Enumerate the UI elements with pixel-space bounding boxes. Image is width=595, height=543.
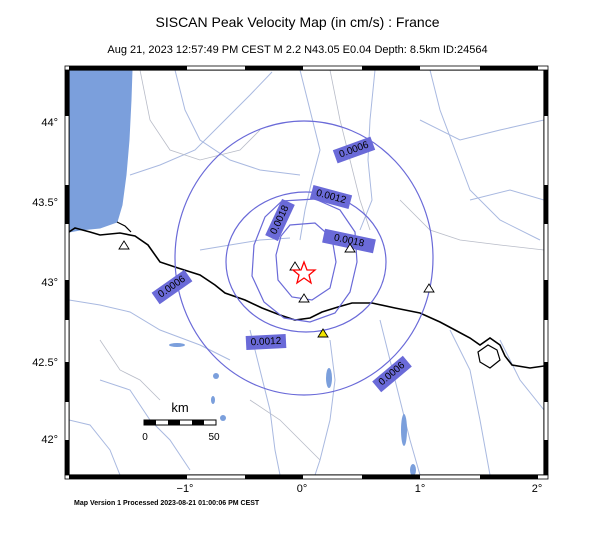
contour-0.0018 bbox=[251, 198, 358, 323]
country-border bbox=[69, 227, 544, 369]
star-icon bbox=[291, 260, 317, 285]
lake bbox=[169, 343, 185, 347]
lake bbox=[220, 415, 226, 421]
latitude-labels: 44° 43.5° 43° 42.5° 42° bbox=[32, 117, 58, 446]
lake bbox=[326, 368, 332, 388]
river bbox=[299, 70, 321, 241]
triangle-icon bbox=[423, 283, 435, 293]
river bbox=[174, 70, 301, 176]
scale-bar-end: 50 bbox=[208, 432, 220, 443]
contour-label-box bbox=[151, 269, 193, 305]
lon-label: 2° bbox=[532, 483, 543, 495]
map-title: SISCAN Peak Velocity Map (in cm/s) : Fra… bbox=[155, 14, 440, 30]
lon-label: 0° bbox=[297, 483, 308, 495]
scale-bar: km 0 50 bbox=[142, 400, 220, 443]
triangle-icon bbox=[317, 328, 329, 338]
lake bbox=[211, 396, 215, 404]
triangle-icon bbox=[298, 293, 310, 303]
ocean-area bbox=[69, 70, 133, 233]
triangle-icon bbox=[118, 240, 130, 250]
scale-bar-unit: km bbox=[171, 400, 188, 415]
triangle-icon bbox=[344, 243, 356, 253]
river bbox=[449, 329, 491, 475]
river bbox=[469, 189, 544, 201]
longitude-labels: −1° 0° 1° 2° bbox=[177, 483, 543, 495]
river bbox=[314, 339, 336, 475]
map-frame bbox=[64, 65, 549, 480]
contour-label-box bbox=[245, 333, 287, 351]
contour-lines bbox=[174, 120, 434, 396]
river bbox=[429, 70, 541, 241]
river bbox=[69, 299, 231, 361]
map-subtitle: Aug 21, 2023 12:57:49 PM CEST M 2.2 N43.… bbox=[107, 44, 488, 56]
contour-0.0006 bbox=[174, 120, 434, 396]
river bbox=[419, 119, 544, 141]
river bbox=[69, 419, 121, 475]
river bbox=[129, 71, 273, 176]
lon-label: 1° bbox=[415, 483, 426, 495]
lakes bbox=[169, 343, 416, 475]
lat-label: 43° bbox=[41, 277, 58, 289]
river bbox=[379, 319, 421, 475]
region-boundaries bbox=[99, 70, 544, 461]
lat-label: 42.5° bbox=[32, 357, 58, 369]
river bbox=[499, 339, 544, 411]
andorra-border bbox=[477, 344, 501, 369]
lake bbox=[401, 414, 407, 446]
lat-label: 43.5° bbox=[32, 197, 58, 209]
station-group bbox=[118, 240, 435, 338]
river bbox=[359, 70, 376, 231]
contour-label-box bbox=[309, 185, 353, 209]
contour-label: 0.0012 bbox=[250, 336, 282, 349]
scale-bar-start: 0 bbox=[142, 432, 148, 443]
lat-label: 42° bbox=[41, 434, 58, 446]
lake bbox=[410, 464, 416, 475]
river bbox=[249, 329, 281, 475]
lake bbox=[213, 373, 219, 379]
contour-0.0012 bbox=[225, 191, 387, 333]
lon-label: −1° bbox=[177, 483, 194, 495]
ocean-border bbox=[116, 221, 132, 233]
contour-label-box bbox=[372, 355, 412, 393]
contour-label-box bbox=[265, 198, 295, 242]
map-area bbox=[69, 70, 544, 475]
lat-label: 44° bbox=[41, 117, 58, 129]
contour-label-box bbox=[322, 228, 376, 254]
map-footer: Map Version 1 Processed 2023-08-21 01:00… bbox=[74, 500, 260, 507]
contour-label-box bbox=[332, 136, 376, 164]
